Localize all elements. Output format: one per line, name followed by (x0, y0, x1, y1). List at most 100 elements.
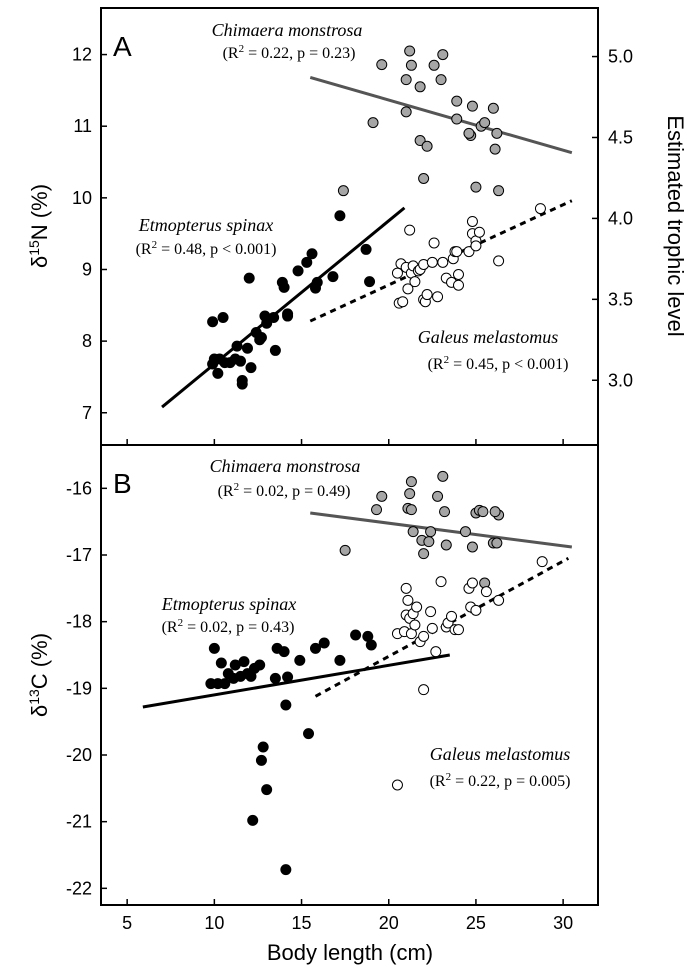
panel-b-point-etmopterus-15 (255, 754, 267, 766)
panel-b-point-etmopterus-3 (215, 657, 227, 669)
panel-a-y2-tick-label-1: 3.5 (608, 289, 633, 309)
panel-a-point-galeus-3 (397, 296, 409, 308)
panel-b-ticks: 5 10 15 20 25 30 -16 -17 -18 -19 -20 -21 -22 (66, 478, 573, 933)
panel-b-point-etmopterus-20 (278, 646, 290, 658)
panel-a-fit-line-etmopterus (161, 206, 406, 409)
x-tick-label-25: 25 (466, 913, 486, 933)
panel-a-point-galeus-9 (409, 276, 421, 288)
panel-a-y2-tick-label-2: 4.0 (608, 208, 633, 228)
x-tick-label-5: 5 (122, 913, 132, 933)
panel-b-point-galeus-20 (446, 610, 458, 622)
panel-b-y-tick-label-6: -22 (66, 878, 92, 898)
panel-a-point-etmopterus-15 (245, 362, 257, 374)
x-axis-title: Body length (cm) (267, 940, 433, 965)
panel-a-label-etmopterus: Etmopterus spinax (138, 215, 274, 235)
panel-a-point-galeus-17 (428, 237, 440, 249)
panel-a-point-chimaera-2 (376, 59, 388, 71)
panel-a-point-chimaera-21 (479, 117, 491, 129)
panel-a-y2-axis-title: Estimated trophic level (663, 115, 687, 336)
panel-a-point-chimaera-6 (400, 106, 412, 118)
panel-b-label-galeus: Galeus melastomus (430, 744, 571, 764)
panel-a-point-galeus-24 (451, 246, 463, 258)
panel-b-point-etmopterus-26 (309, 642, 321, 654)
panel-b-point-etmopterus-22 (282, 671, 294, 683)
panel-a-point-chimaera-8 (414, 135, 426, 147)
panel-a-point-etmopterus-26 (282, 310, 294, 322)
panel-a-point-chimaera-12 (437, 49, 449, 61)
panel-b-point-chimaera-1 (371, 504, 383, 516)
panel-a-point-etmopterus-1 (207, 316, 219, 328)
panel-b-point-galeus-9 (409, 619, 421, 631)
panel-a-point-chimaera-24 (491, 127, 503, 139)
panel-b-stats-etmopterus-sup: 2 (178, 617, 184, 629)
panel-b-point-chimaera-2 (376, 490, 388, 502)
panel-a-point-etmopterus-29 (306, 248, 318, 260)
panel-a-point-chimaera-3 (400, 74, 412, 86)
panel-b-y-tick-label-2: -18 (66, 612, 92, 632)
panel-a-point-chimaera-0 (337, 185, 349, 197)
panel-b-y-axis-title: δ13C (%) (26, 633, 52, 717)
panel-a-point-chimaera-25 (493, 185, 505, 197)
panel-b-y-tick-label-0: -16 (66, 478, 92, 498)
panel-b-point-galeus-27 (480, 586, 492, 598)
panel-b-point-etmopterus-25 (303, 728, 315, 740)
panel-b-point-galeus-15 (426, 622, 438, 634)
panel-a-point-galeus-5 (402, 283, 414, 295)
panel-a-point-galeus-19 (437, 256, 449, 268)
panel-a-y-axis-title: δ15N (%) (26, 184, 52, 268)
panel-b-stats-galeus-suffix: = 0.22, p = 0.005) (451, 773, 570, 790)
panel-a-point-etmopterus-20 (261, 317, 273, 329)
panel-a-point-etmopterus-27 (292, 265, 304, 277)
panel-a-point-chimaera-17 (463, 127, 475, 139)
panel-a-stats-etmopterus-sup: 2 (152, 239, 158, 251)
panel-a-point-galeus-6 (404, 224, 416, 236)
panel-b-letter: B (113, 468, 132, 499)
panel-a-y-tick-label-4: 11 (73, 116, 92, 136)
panel-b-fit-line-etmopterus (142, 653, 451, 709)
panel-a-point-etmopterus-9 (231, 340, 243, 352)
panel-a-point-chimaera-7 (414, 81, 426, 93)
panel-a-stats-chimaera-sup: 2 (239, 43, 245, 55)
panel-a-point-chimaera-5 (405, 59, 417, 71)
panel-a-letter: A (113, 31, 132, 62)
panel-b-point-etmopterus-31 (365, 639, 377, 651)
panel-b-stats-galeus-sup: 2 (446, 771, 452, 783)
panel-a-point-galeus-29 (466, 215, 478, 227)
panel-b-point-etmopterus-4 (219, 678, 231, 690)
panel-a-point-chimaera-18 (466, 100, 478, 112)
x-tick-label-15: 15 (292, 913, 312, 933)
panel-b-point-galeus-16 (430, 646, 442, 658)
panel-a-stats-galeus: (R2 = 0.45, p < 0.001) (428, 354, 569, 373)
panel-b-point-etmopterus-18 (269, 672, 281, 684)
panel-a-y2-tick-label-4: 5.0 (608, 47, 633, 67)
panel-b-point-galeus-28 (493, 594, 505, 606)
panel-b-point-galeus-3 (400, 582, 412, 594)
panel-b-label-etmopterus: Etmopterus spinax (161, 594, 297, 614)
panel-b-stats-chimaera-prefix: (R (218, 483, 234, 500)
panel-a-point-galeus-0 (391, 267, 403, 279)
panel-a-point-galeus-18 (432, 291, 444, 303)
panel-a-point-chimaera-11 (428, 59, 440, 71)
x-tick-label-10: 10 (204, 913, 224, 933)
panel-a-point-etmopterus-28 (301, 256, 313, 268)
panel-b-y-tick-label-5: -21 (66, 812, 92, 832)
panel-a-y-tick-label-5: 12 (72, 45, 92, 65)
panel-b-point-chimaera-14 (439, 506, 451, 518)
x-tick-label-30: 30 (553, 913, 573, 933)
panel-a-points (207, 45, 546, 390)
panel-a-y2-tick-label-3: 4.5 (608, 127, 633, 147)
panel-b-stats-chimaera-sup: 2 (234, 481, 240, 493)
panel-b-point-chimaera-9 (418, 548, 430, 560)
panel-a-stats-chimaera-suffix: = 0.22, p = 0.23) (244, 45, 355, 62)
panel-b-point-galeus-4 (402, 594, 414, 606)
panel-b-point-etmopterus-13 (254, 659, 266, 671)
panel-a-label-chimaera: Chimaera monstrosa (212, 20, 363, 40)
panel-b-point-etmopterus-17 (247, 814, 259, 826)
panel-b-point-chimaera-17 (466, 541, 478, 553)
panel-b-label-chimaera: Chimaera monstrosa (210, 456, 361, 476)
panel-b-point-galeus-17 (435, 576, 447, 588)
panel-b-point-chimaera-23 (491, 537, 503, 549)
panel-b-point-etmopterus-1 (208, 642, 220, 654)
panel-a-stats-chimaera-prefix: (R (223, 45, 239, 62)
panel-b-point-galeus-26 (470, 604, 482, 616)
